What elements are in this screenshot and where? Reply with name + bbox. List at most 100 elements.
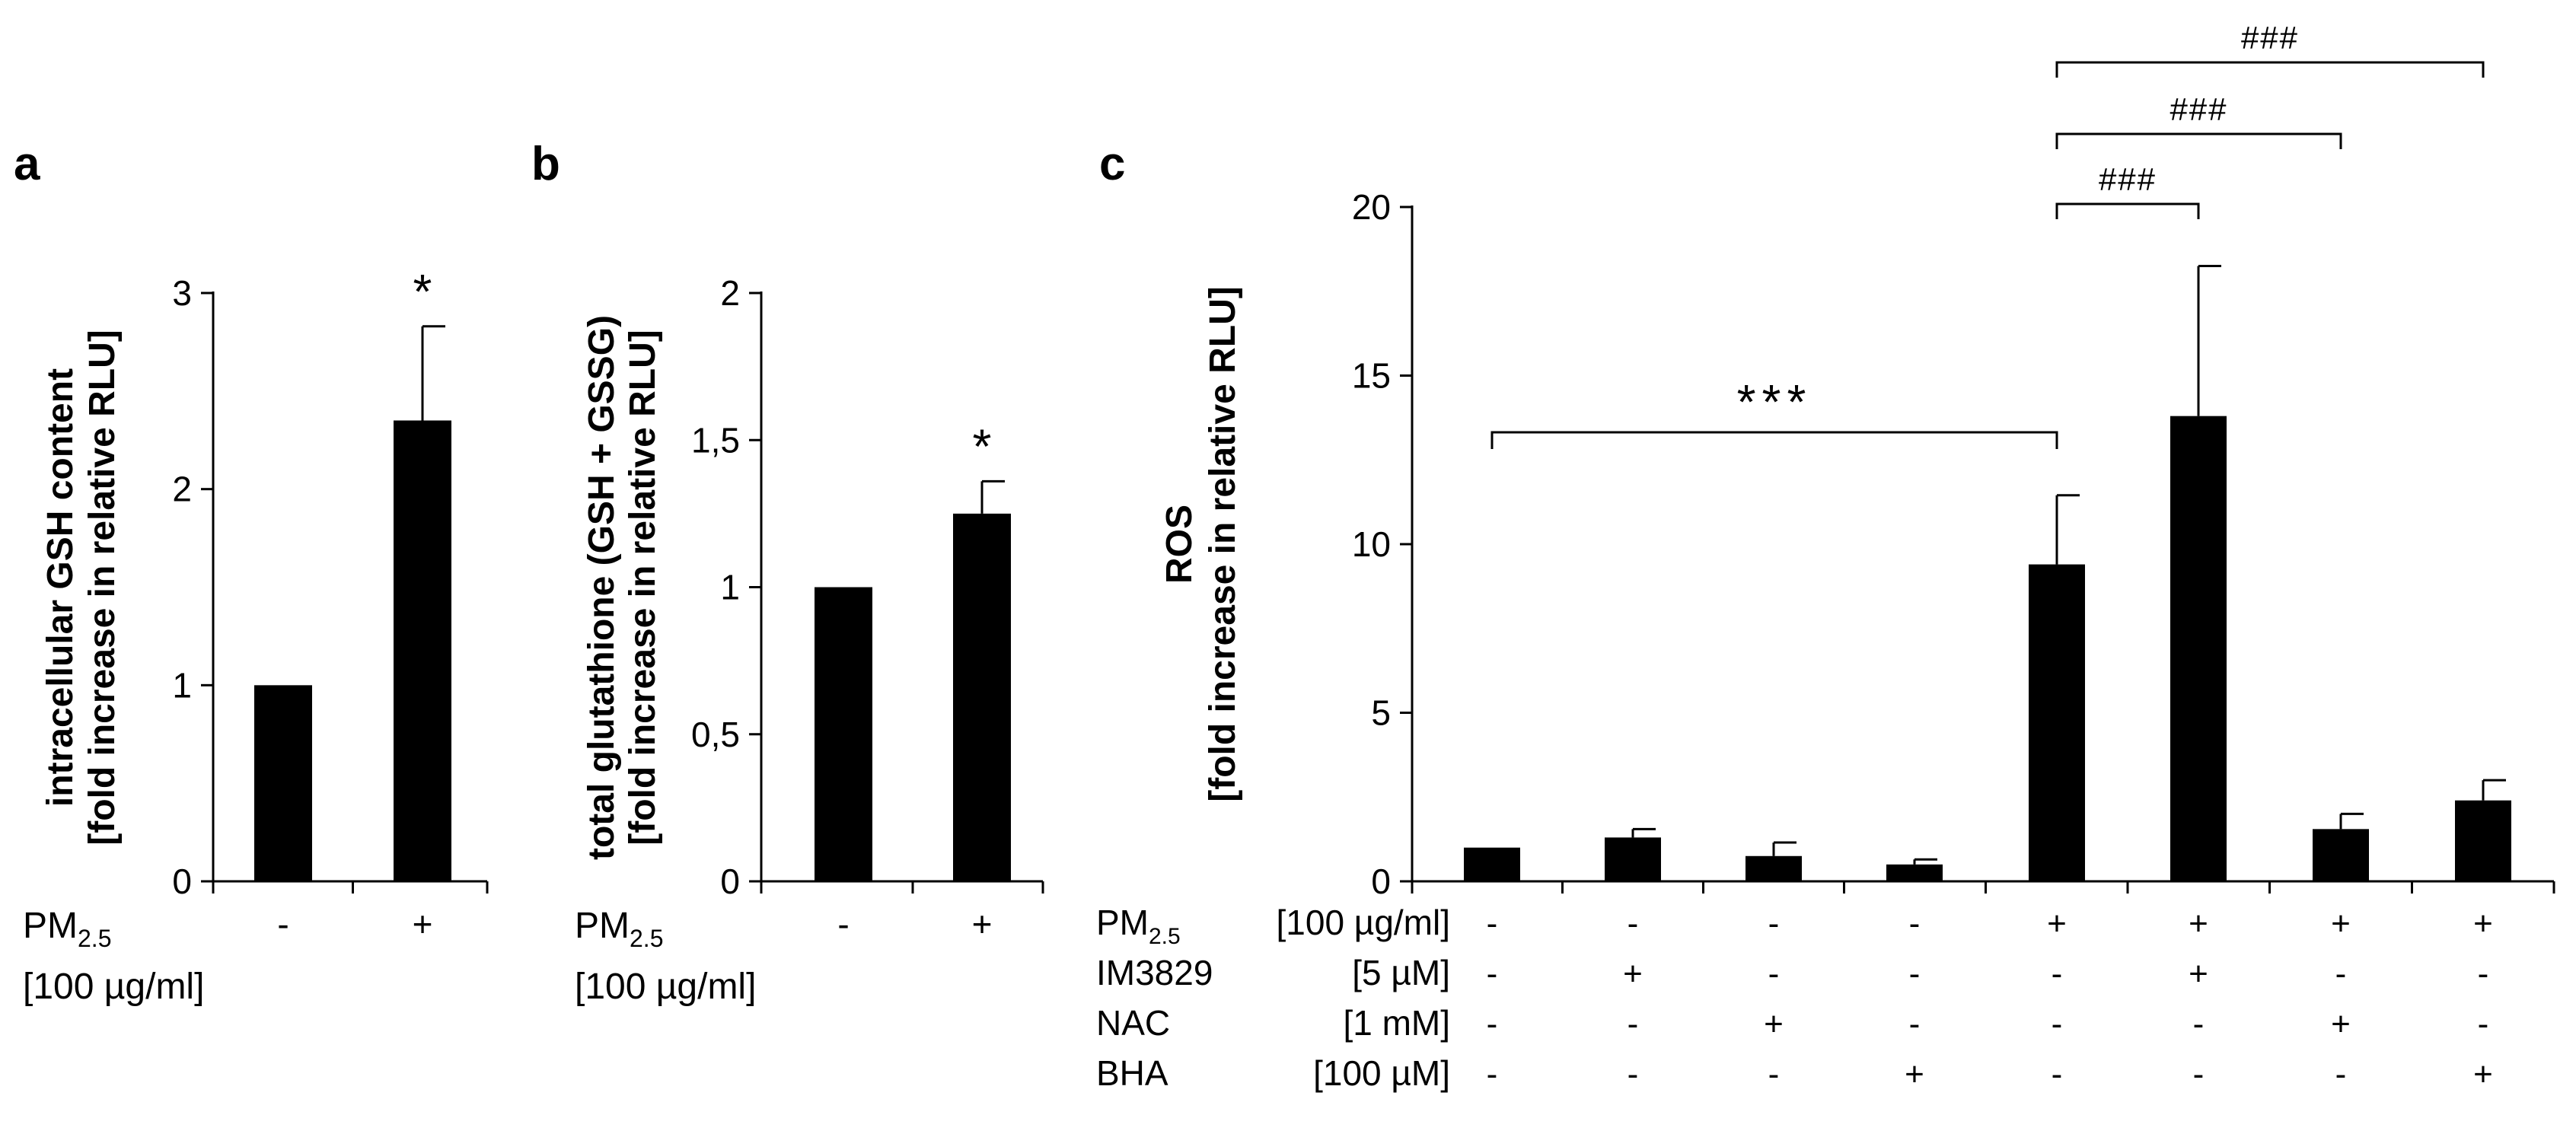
treatment-sign: -: [1768, 905, 1780, 942]
treatment-sign: -: [1487, 1056, 1498, 1093]
bar-6: [2170, 416, 2227, 881]
row-label: PM2.5: [23, 906, 111, 952]
bar-2: [1605, 837, 1661, 881]
category-sign: -: [277, 904, 289, 944]
category-sign: +: [413, 904, 433, 944]
y-axis-label: ROS: [1159, 505, 1200, 584]
y-tick-label: 20: [1352, 187, 1391, 227]
treatment-sign: -: [2052, 1005, 2063, 1043]
row-unit: [100 µg/ml]: [575, 967, 756, 1007]
treatment-sign: -: [1487, 955, 1498, 992]
treatment-sign: +: [2473, 905, 2493, 942]
y-tick-label: 0,5: [691, 715, 740, 754]
panel-letter: b: [531, 138, 560, 190]
treatment-unit: [100 µg/ml]: [1277, 903, 1451, 942]
treatment-sign: -: [2052, 1056, 2063, 1093]
treatment-sign: -: [1628, 905, 1639, 942]
significance-bracket: [2055, 61, 2485, 78]
y-tick-label: 5: [1371, 693, 1391, 733]
treatment-sign: -: [1628, 1056, 1639, 1093]
bracket-label: ###: [2099, 161, 2157, 197]
row-label: PM2.5: [575, 906, 663, 952]
treatment-sign: -: [1487, 1005, 1498, 1043]
y-axis-label: total glutathione (GSH + GSSG): [582, 315, 622, 860]
treatment-sign: -: [1628, 1005, 1639, 1043]
y-tick-label: 0: [1371, 862, 1391, 901]
treatment-sign: +: [2473, 1056, 2493, 1093]
treatment-unit: [5 µM]: [1352, 953, 1450, 992]
row-unit: [100 µg/ml]: [23, 967, 204, 1007]
bar-7: [2313, 829, 2369, 881]
y-axis-label: intracellular GSH content: [40, 368, 81, 807]
significance-bracket: [2055, 202, 2200, 219]
treatment-sign: -: [1768, 1056, 1780, 1093]
y-tick-label: 1,5: [691, 420, 740, 460]
panel-letter: a: [14, 138, 40, 190]
treatment-sign: +: [2189, 905, 2208, 942]
treatment-sign: -: [1768, 955, 1780, 992]
treatment-sign: -: [1909, 905, 1921, 942]
y-axis-label: [fold increase in relative RLU]: [623, 330, 663, 846]
treatment-unit: [100 µM]: [1313, 1053, 1450, 1093]
row-label-sub: 2.5: [78, 925, 111, 952]
treatment-sign: -: [2478, 1005, 2489, 1043]
panel-letter: c: [1099, 138, 1125, 190]
y-tick-label: 10: [1352, 524, 1391, 564]
bar-1: [254, 685, 312, 881]
bar-3: [1745, 855, 1802, 881]
treatment-label: PM2.5: [1096, 903, 1181, 949]
significance-bracket: [1490, 431, 2058, 449]
treatment-label-main: BHA: [1096, 1053, 1168, 1093]
treatment-sign: -: [2335, 955, 2347, 992]
bracket-label: ***: [1737, 374, 1812, 429]
treatment-label: NAC: [1096, 1003, 1170, 1043]
panel-b: b 0 0,5 1 1,5 2 total glutathione (GSH + GSSG)…: [531, 138, 1044, 1007]
treatment-sign: +: [2331, 1005, 2351, 1043]
treatment-sign: +: [1764, 1005, 1784, 1043]
treatment-label: IM3829: [1096, 953, 1213, 992]
y-axis-label: [fold increase in relative RLU]: [1203, 286, 1243, 802]
y-tick-label: 0: [172, 862, 192, 901]
bar-2: [394, 420, 451, 881]
panel-a: a 0 1 2 3 intracellular GSH content [fold incr…: [14, 138, 489, 1007]
significance-bracket: [2055, 132, 2342, 149]
treatment-unit: [1 mM]: [1343, 1003, 1450, 1043]
treatment-label-main: IM3829: [1096, 953, 1213, 992]
category-sign: -: [837, 904, 849, 944]
significance-star: *: [413, 264, 432, 319]
treatment-sign: -: [2193, 1005, 2205, 1043]
bar-8: [2455, 800, 2511, 881]
treatment-sign: -: [2193, 1056, 2205, 1093]
treatment-sign: -: [2052, 955, 2063, 992]
treatment-sign: +: [1905, 1056, 1924, 1093]
treatment-label: BHA: [1096, 1053, 1168, 1093]
y-tick-label: 15: [1352, 356, 1391, 396]
row-label-main: PM: [23, 906, 78, 946]
panel-c: c 0 5 10 15 20 ROS [fold increase in relative R…: [1096, 20, 2555, 1093]
row-label-main: PM: [575, 906, 630, 946]
treatment-label-sub: 2.5: [1149, 924, 1181, 949]
row-label-sub: 2.5: [630, 925, 663, 952]
treatment-sign: +: [2047, 905, 2067, 942]
y-tick-label: 0: [720, 862, 740, 901]
treatment-sign: -: [2335, 1056, 2347, 1093]
y-tick-label: 3: [172, 273, 192, 313]
treatment-sign: +: [2331, 905, 2351, 942]
significance-star: *: [973, 419, 992, 473]
category-sign: +: [972, 904, 993, 944]
bar-1: [815, 587, 872, 881]
treatment-sign: +: [1623, 955, 1643, 992]
bar-4: [1886, 864, 1943, 881]
y-tick-label: 2: [720, 273, 740, 313]
treatment-sign: -: [1487, 905, 1498, 942]
treatment-sign: -: [1909, 955, 1921, 992]
bar-5: [2029, 564, 2085, 881]
bar-1: [1464, 847, 1520, 881]
y-tick-label: 2: [172, 470, 192, 509]
bracket-label: ###: [2170, 91, 2227, 127]
y-tick-label: 1: [720, 568, 740, 607]
treatment-label-main: PM: [1096, 903, 1149, 942]
treatment-sign: -: [1909, 1005, 1921, 1043]
treatment-sign: -: [2478, 955, 2489, 992]
